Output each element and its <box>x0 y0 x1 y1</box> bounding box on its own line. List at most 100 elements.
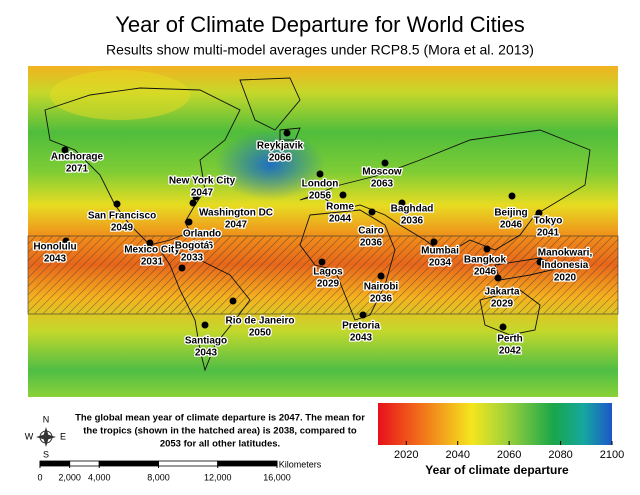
city-year: 2031 <box>141 257 164 268</box>
city-year: 2066 <box>269 153 292 164</box>
city-dot <box>318 258 326 266</box>
scale-bar: 0 2,000 4,000 8,000 12,000 16,000 Kilometers <box>37 459 321 482</box>
city-year: 2036 <box>401 216 424 227</box>
city-name: New York City <box>169 176 236 187</box>
city-name: Perth <box>497 334 523 345</box>
city-name: Moscow <box>362 167 402 178</box>
city-name: London <box>302 179 339 190</box>
city-dot <box>189 199 197 207</box>
city-dot <box>398 199 406 207</box>
city-year: 2036 <box>360 238 383 249</box>
city-year: 2044 <box>329 214 352 225</box>
color-ramp <box>378 403 612 445</box>
compass-s: S <box>43 449 49 459</box>
city-year: 2056 <box>309 191 332 202</box>
city-dot <box>283 129 291 137</box>
city-year: 2046 <box>191 241 214 252</box>
city-dot <box>483 245 491 253</box>
city-dot <box>508 192 516 200</box>
city-year: 2042 <box>499 346 522 357</box>
city-name: Mexico City <box>124 245 180 256</box>
city-year: 2047 <box>191 188 214 199</box>
city-name: Reykjavik <box>257 141 304 152</box>
map-shading <box>215 130 325 200</box>
title: Year of Climate Departure for World Citi… <box>115 12 525 37</box>
city-year: 2034 <box>429 258 452 269</box>
city-name: Anchorage <box>51 152 104 163</box>
compass-n: N <box>43 414 50 424</box>
city-name: Tokyo <box>534 216 563 227</box>
color-tick-label: 2060 <box>497 449 521 461</box>
city-dot <box>192 193 200 201</box>
city-year: 2041 <box>537 228 560 239</box>
city-dot <box>61 146 69 154</box>
city-name: Washington DC <box>199 208 273 219</box>
city-dot <box>494 274 502 282</box>
city-year: 2043 <box>44 254 67 265</box>
scale-segment <box>158 460 219 467</box>
note-line: The global mean year of climate departur… <box>75 413 365 424</box>
compass: N S E W <box>25 414 66 459</box>
color-tick-label: 2100 <box>600 449 624 461</box>
city-year: 2071 <box>66 164 89 175</box>
city-name: Mumbai <box>421 246 459 257</box>
scale-label: 4,000 <box>88 472 111 482</box>
color-label: Year of climate departure <box>425 463 569 477</box>
city-dot <box>535 209 543 217</box>
scale-label: 0 <box>37 472 42 482</box>
city-dot <box>377 272 385 280</box>
city-name: Bogotá <box>175 241 210 252</box>
city-year: 2063 <box>371 179 394 190</box>
scale-segment <box>69 460 100 467</box>
note-line: 2053 for all other latitudes. <box>160 439 280 450</box>
color-tick-label: 2080 <box>548 449 572 461</box>
city-year: 2043 <box>350 333 373 344</box>
city-year: 2029 <box>317 279 340 290</box>
city-name: Manokwari, <box>538 248 593 259</box>
city-name: Honolulu <box>33 242 76 253</box>
scale-label: 8,000 <box>147 472 170 482</box>
scale-segment <box>98 460 159 467</box>
tropics-band <box>27 235 619 315</box>
city-name: San Francisco <box>88 211 156 222</box>
city-dot <box>430 238 438 246</box>
note-line: the tropics (shown in the hatched area) … <box>83 426 357 437</box>
coastlines <box>44 77 591 372</box>
city-dot <box>62 237 70 245</box>
compass-e: E <box>60 431 66 441</box>
map-shading <box>50 70 190 120</box>
city-name: Lagos <box>313 267 343 278</box>
color-bar: 2020 2040 2060 2080 2100 Year of climate depa… <box>378 403 624 477</box>
city-dot <box>339 191 347 199</box>
city-year: 2020 <box>554 273 577 284</box>
scale-segment <box>217 460 278 467</box>
city-dot <box>178 264 186 272</box>
scale-label: 2,000 <box>58 472 81 482</box>
city-name: Pretoria <box>342 321 380 332</box>
city-name: Santiago <box>185 336 227 347</box>
compass-w: W <box>25 431 34 441</box>
subtitle: Results show multi-model averages under … <box>106 42 534 58</box>
city-name: Baghdad <box>391 204 434 215</box>
city-name: Cairo <box>358 226 384 237</box>
city-dot <box>316 170 324 178</box>
scale-label: 16,000 <box>263 472 291 482</box>
city-name: Rome <box>326 202 354 213</box>
city-year: 2046 <box>474 267 497 278</box>
scale-segment <box>39 460 71 467</box>
city-dot <box>368 208 376 216</box>
city-dot <box>229 297 237 305</box>
city-name: Nairobi <box>364 282 399 293</box>
city-dot <box>146 239 154 247</box>
scale-label: 12,000 <box>204 472 232 482</box>
city-year: 2046 <box>500 220 523 231</box>
note: The global mean year of climate departur… <box>75 413 365 450</box>
city-name: Beijing <box>494 208 527 219</box>
city-name: Jakarta <box>484 287 519 298</box>
map-background <box>28 66 618 397</box>
city-dot <box>381 159 389 167</box>
city-year: 2047 <box>225 220 248 231</box>
